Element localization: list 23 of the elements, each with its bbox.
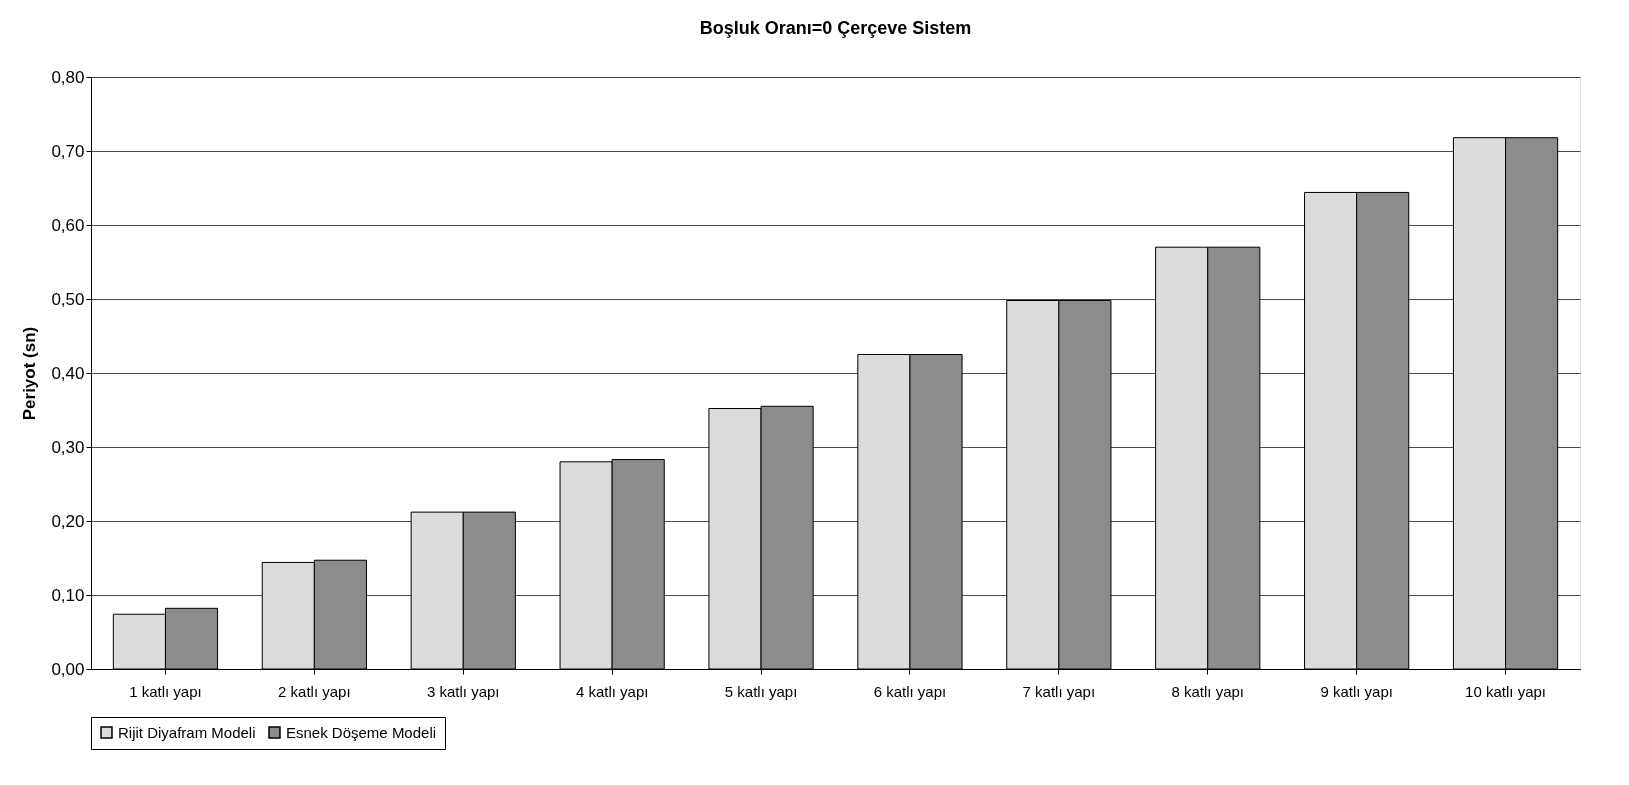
y-tick-label: 0,30 <box>51 437 85 457</box>
x-tick-label: 3 katlı yapı <box>426 682 500 700</box>
y-tick-label: 0,40 <box>51 363 85 383</box>
y-tick-label: 0,70 <box>51 141 85 161</box>
legend-label: Esnek Döşeme Modeli <box>286 723 437 741</box>
y-tick-label: 0,00 <box>51 659 85 679</box>
legend-label: Rijit Diyafram Modeli <box>118 723 256 741</box>
chart-title: Boşluk Oranı=0 Çerçeve Sistem <box>699 18 972 38</box>
x-tick-label: 4 katlı yapı <box>575 682 649 700</box>
x-tick-label: 2 katlı yapı <box>278 682 351 700</box>
x-tick-label: 10 katlı yapı <box>1465 682 1546 700</box>
y-tick-label: 0,20 <box>51 511 85 531</box>
x-tick-label: 1 katlı yapı <box>129 682 202 700</box>
y-tick-label: 0,60 <box>51 215 85 235</box>
x-tick-label: 9 katlı yapı <box>1320 682 1393 700</box>
y-tick-label: 0,50 <box>51 289 85 309</box>
y-tick-label: 0,80 <box>51 67 85 87</box>
x-tick-label: 6 katlı yapı <box>873 682 947 700</box>
y-tick-label: 0,10 <box>51 585 85 605</box>
y-axis-title: Periyot (sn) <box>20 326 40 421</box>
x-tick-label: 8 katlı yapı <box>1171 682 1245 700</box>
x-tick-label: 5 katlı yapı <box>724 682 798 700</box>
x-tick-label: 7 katlı yapı <box>1022 682 1096 700</box>
